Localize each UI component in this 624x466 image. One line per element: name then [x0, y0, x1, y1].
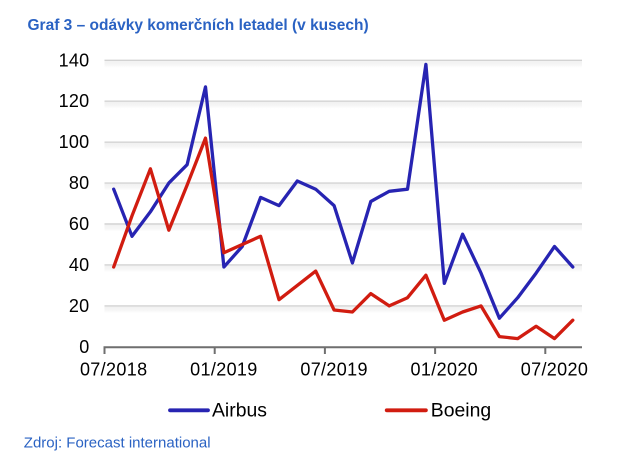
svg-text:140: 140	[59, 50, 90, 70]
svg-text:01/2019: 01/2019	[190, 360, 258, 380]
svg-text:100: 100	[59, 132, 90, 152]
svg-text:0: 0	[79, 337, 89, 357]
svg-text:Zdroj: Forecast international: Zdroj: Forecast international	[24, 434, 211, 451]
svg-text:120: 120	[59, 91, 90, 111]
svg-text:07/2019: 07/2019	[300, 360, 368, 380]
svg-text:07/2020: 07/2020	[521, 360, 589, 380]
svg-text:Airbus: Airbus	[212, 400, 267, 422]
svg-text:20: 20	[69, 296, 90, 316]
svg-text:01/2020: 01/2020	[411, 360, 479, 380]
svg-text:60: 60	[69, 214, 90, 234]
svg-text:Graf 3 – odávky komerčních let: Graf 3 – odávky komerčních letadel (v ku…	[28, 17, 369, 34]
svg-text:Boeing: Boeing	[431, 400, 491, 422]
svg-text:40: 40	[69, 255, 90, 275]
svg-text:07/2018: 07/2018	[80, 360, 148, 380]
svg-text:80: 80	[69, 173, 90, 193]
